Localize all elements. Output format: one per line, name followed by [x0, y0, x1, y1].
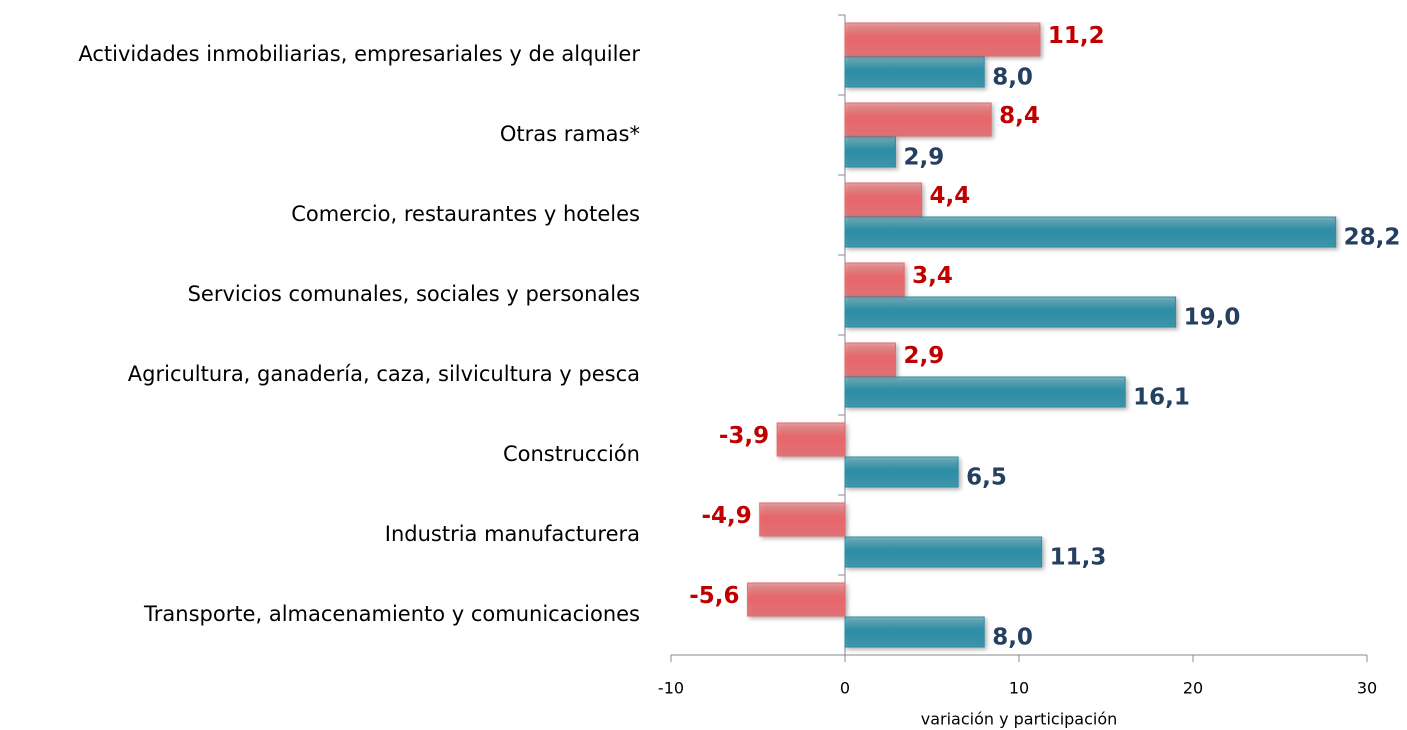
x-tick-label: 30: [1357, 679, 1377, 698]
data-label: 2,9: [903, 145, 944, 171]
bar: [844, 56, 985, 88]
category-label: Servicios comunales, sociales y personal…: [188, 282, 640, 306]
category-label: Construcción: [503, 442, 640, 466]
x-tick-label: 20: [1183, 679, 1203, 698]
data-label: 2,9: [903, 343, 944, 369]
bar: [844, 22, 1041, 57]
data-label: 8,0: [992, 65, 1033, 91]
bar: [776, 422, 846, 457]
data-label: 8,4: [999, 103, 1040, 129]
bar: [844, 296, 1177, 328]
bar: [844, 182, 923, 217]
data-label: -5,6: [689, 583, 739, 609]
data-label: -3,9: [719, 423, 769, 449]
data-label: 8,0: [992, 625, 1033, 651]
category-label: Industria manufacturera: [385, 522, 640, 546]
bar: [844, 342, 896, 377]
bar: [844, 616, 985, 648]
bar: [844, 536, 1043, 568]
data-label: 4,4: [930, 183, 971, 209]
data-label: 28,2: [1344, 225, 1401, 251]
category-label: Agricultura, ganadería, caza, silvicultu…: [128, 362, 640, 386]
bar: [844, 262, 905, 297]
x-axis-title: variación y participación: [921, 710, 1118, 729]
data-label: -4,9: [701, 503, 751, 529]
data-label: 11,2: [1048, 23, 1105, 49]
data-label: 19,0: [1184, 305, 1241, 331]
data-label: 3,4: [912, 263, 953, 289]
bar: [747, 582, 846, 617]
bar: [844, 456, 959, 488]
data-label: 6,5: [966, 465, 1007, 491]
bar: [844, 102, 992, 137]
bar: [759, 502, 846, 537]
bar: [844, 136, 896, 168]
x-tick-label: 10: [1009, 679, 1029, 698]
category-label: Actividades inmobiliarias, empresariales…: [78, 42, 640, 66]
data-label: 11,3: [1050, 545, 1107, 571]
category-label: Otras ramas*: [500, 122, 640, 146]
data-label: 16,1: [1133, 385, 1190, 411]
category-label: Comercio, restaurantes y hoteles: [291, 202, 640, 226]
bar: [844, 216, 1337, 248]
x-tick-label: -10: [658, 679, 684, 698]
bar: [844, 376, 1126, 408]
category-label: Transporte, almacenamiento y comunicacio…: [143, 602, 640, 626]
x-tick-label: 0: [840, 679, 850, 698]
